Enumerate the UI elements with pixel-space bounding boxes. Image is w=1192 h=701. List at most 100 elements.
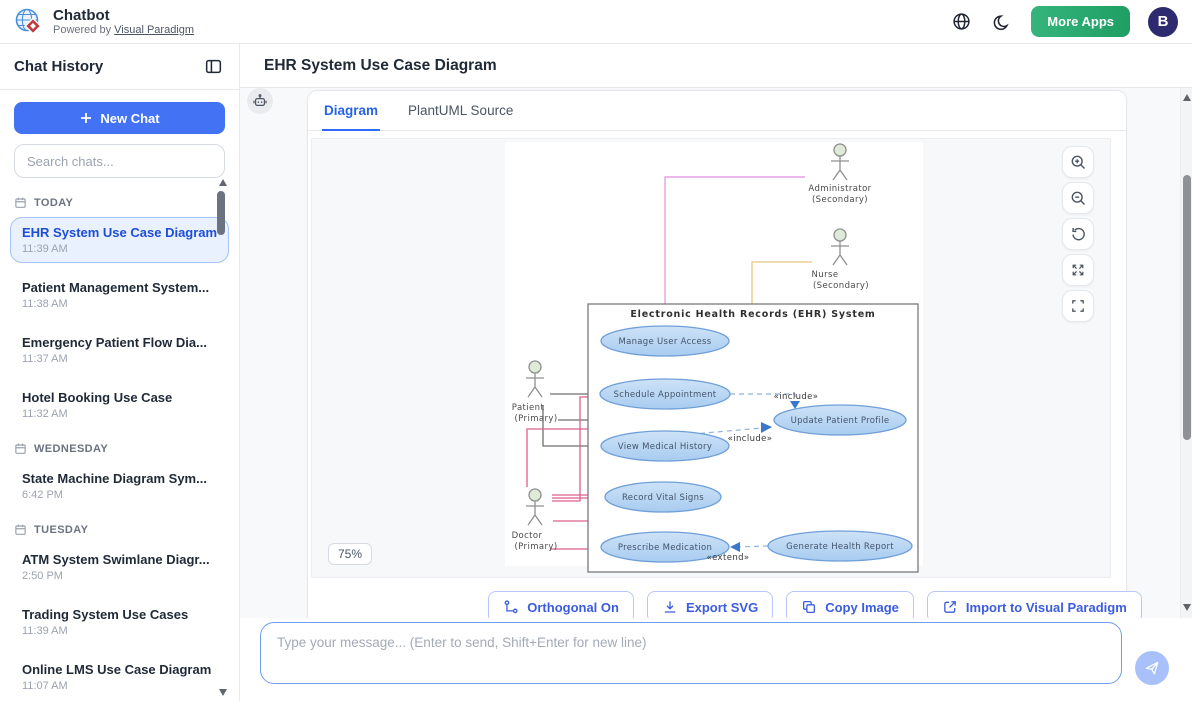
- actor-patient-name: Patient: [512, 403, 545, 413]
- actor-labels: Administrator (Secondary) Nurse (Seconda…: [512, 184, 872, 552]
- use-case-manage-user-access: Manage User Access: [618, 337, 711, 347]
- use-case-view-medical-history: View Medical History: [618, 442, 712, 452]
- actor-administrator-role: (Secondary): [812, 195, 868, 205]
- bot-avatar: [247, 88, 273, 114]
- actor-patient: [526, 360, 544, 398]
- group-label-wednesday: WEDNESDAY: [14, 442, 225, 455]
- chat-item-title: Trading System Use Cases: [22, 607, 189, 622]
- diagram-actions: Orthogonal On Export SVG Copy Image: [488, 591, 1142, 618]
- language-button[interactable]: [950, 10, 973, 33]
- group-label-today: TODAY: [14, 196, 225, 209]
- actor-nurse-role: (Secondary): [813, 281, 869, 291]
- system-boundary-title: Electronic Health Records (EHR) System: [630, 309, 875, 320]
- download-icon: [662, 599, 678, 615]
- actor-patient-role: (Primary): [514, 414, 557, 424]
- new-chat-button[interactable]: New Chat: [14, 102, 225, 134]
- chat-item-time: 6:42 PM: [22, 489, 63, 501]
- actor-nurse: [831, 228, 849, 266]
- chat-item-time: 11:39 AM: [22, 243, 68, 255]
- powered-by: Powered by Visual Paradigm: [53, 24, 194, 37]
- calendar-icon: [14, 196, 27, 209]
- import-to-visual-paradigm-button[interactable]: Import to Visual Paradigm: [926, 591, 1142, 618]
- expand-button[interactable]: [1062, 254, 1094, 286]
- tab-plantuml-source[interactable]: PlantUML Source: [408, 103, 514, 118]
- chat-history-item[interactable]: EHR System Use Case Diagram 11:39 AM: [10, 217, 229, 263]
- external-link-icon: [942, 599, 958, 615]
- panel-toggle-icon: [204, 57, 223, 76]
- reset-icon: [1070, 226, 1087, 243]
- zoom-in-button[interactable]: [1062, 146, 1094, 178]
- moon-icon: [993, 13, 1011, 31]
- actor-doctor-name: Doctor: [512, 531, 543, 541]
- sidebar-scrollbar[interactable]: [217, 191, 225, 235]
- app-title: Chatbot: [53, 6, 110, 24]
- sidebar-scroll-up-icon[interactable]: [219, 179, 227, 186]
- scrollbar-thumb[interactable]: [1183, 175, 1191, 440]
- reset-view-button[interactable]: [1062, 218, 1094, 250]
- include-label: «include»: [728, 434, 773, 444]
- tab-diagram[interactable]: Diagram: [321, 91, 381, 131]
- chat-history-item[interactable]: State Machine Diagram Sym... 6:42 PM: [10, 463, 229, 509]
- use-case-record-vital-signs: Record Vital Signs: [622, 493, 704, 503]
- group-label-text: TODAY: [34, 196, 74, 209]
- group-label-text: TUESDAY: [34, 523, 89, 536]
- robot-icon: [252, 93, 268, 109]
- fullscreen-button[interactable]: [1062, 290, 1094, 322]
- send-icon: [1144, 660, 1160, 676]
- fullscreen-icon: [1070, 298, 1086, 314]
- actor-administrator-name: Administrator: [808, 184, 871, 194]
- stereotype-labels: «include» «include» «extend»: [706, 392, 818, 563]
- expand-icon: [1070, 262, 1086, 278]
- chat-scrollbar[interactable]: [1180, 88, 1192, 618]
- sidebar-title: Chat History: [14, 58, 104, 75]
- export-svg-button[interactable]: Export SVG: [646, 591, 774, 618]
- sidebar-header: Chat History: [0, 44, 239, 90]
- scroll-up-icon[interactable]: [1183, 94, 1191, 101]
- powered-by-prefix: Powered by: [53, 23, 112, 36]
- use-case-schedule-appointment: Schedule Appointment: [614, 390, 717, 400]
- visual-paradigm-link[interactable]: Visual Paradigm: [114, 23, 195, 36]
- chat-history-item[interactable]: Patient Management System... 11:38 AM: [10, 272, 229, 318]
- group-label-text: WEDNESDAY: [34, 442, 109, 455]
- send-button[interactable]: [1135, 651, 1169, 685]
- message-input[interactable]: [260, 622, 1122, 684]
- chat-item-title: Patient Management System...: [22, 280, 210, 295]
- app-logo: Chatbot Powered by Visual Paradigm: [14, 7, 194, 37]
- dark-mode-button[interactable]: [991, 11, 1013, 33]
- copy-icon: [801, 599, 817, 615]
- chat-history-item[interactable]: Online LMS Use Case Diagram 11:07 AM: [10, 654, 229, 700]
- page-title: EHR System Use Case Diagram: [264, 56, 497, 74]
- chat-list: TODAY EHR System Use Case Diagram 11:39 …: [0, 178, 239, 700]
- sidebar-scroll-down-icon[interactable]: [219, 689, 227, 696]
- user-avatar[interactable]: B: [1148, 6, 1178, 37]
- chat-history-item[interactable]: Emergency Patient Flow Dia... 11:37 AM: [10, 327, 229, 373]
- chat-history-item[interactable]: ATM System Swimlane Diagr... 2:50 PM: [10, 544, 229, 590]
- scroll-down-icon[interactable]: [1183, 604, 1191, 611]
- orthogonal-toggle-button[interactable]: Orthogonal On: [488, 591, 634, 618]
- chat-item-time: 11:39 AM: [22, 625, 68, 637]
- search-input[interactable]: [14, 144, 225, 178]
- action-label: Export SVG: [685, 599, 759, 615]
- copy-image-button[interactable]: Copy Image: [786, 591, 914, 618]
- page-title-bar: EHR System Use Case Diagram: [240, 44, 1192, 88]
- actor-administrator: [831, 143, 849, 181]
- action-label: Import to Visual Paradigm: [965, 599, 1127, 615]
- extend-label: «extend»: [706, 553, 749, 563]
- use-case-labels: Manage User Access Schedule Appointment …: [614, 337, 894, 553]
- use-case-generate-health-report: Generate Health Report: [786, 542, 894, 552]
- more-apps-button[interactable]: More Apps: [1031, 6, 1130, 37]
- chat-history-item[interactable]: Hotel Booking Use Case 11:32 AM: [10, 382, 229, 428]
- zoom-out-button[interactable]: [1062, 182, 1094, 214]
- zoom-level-badge: 75%: [328, 543, 373, 565]
- globe-icon: [952, 12, 971, 31]
- message-composer: [240, 618, 1192, 701]
- diagram-canvas[interactable]: Electronic Health Records (EHR) System: [311, 138, 1111, 578]
- chat-item-title: Emergency Patient Flow Dia...: [22, 335, 207, 350]
- zoom-controls: [1062, 146, 1094, 322]
- chat-history-item[interactable]: Trading System Use Cases 11:39 AM: [10, 599, 229, 645]
- orthogonal-icon: [503, 599, 519, 615]
- chat-item-title: Hotel Booking Use Case: [22, 390, 173, 405]
- collapse-sidebar-button[interactable]: [202, 55, 225, 78]
- action-label: Orthogonal On: [527, 599, 619, 615]
- use-case-update-patient-profile: Update Patient Profile: [791, 416, 890, 426]
